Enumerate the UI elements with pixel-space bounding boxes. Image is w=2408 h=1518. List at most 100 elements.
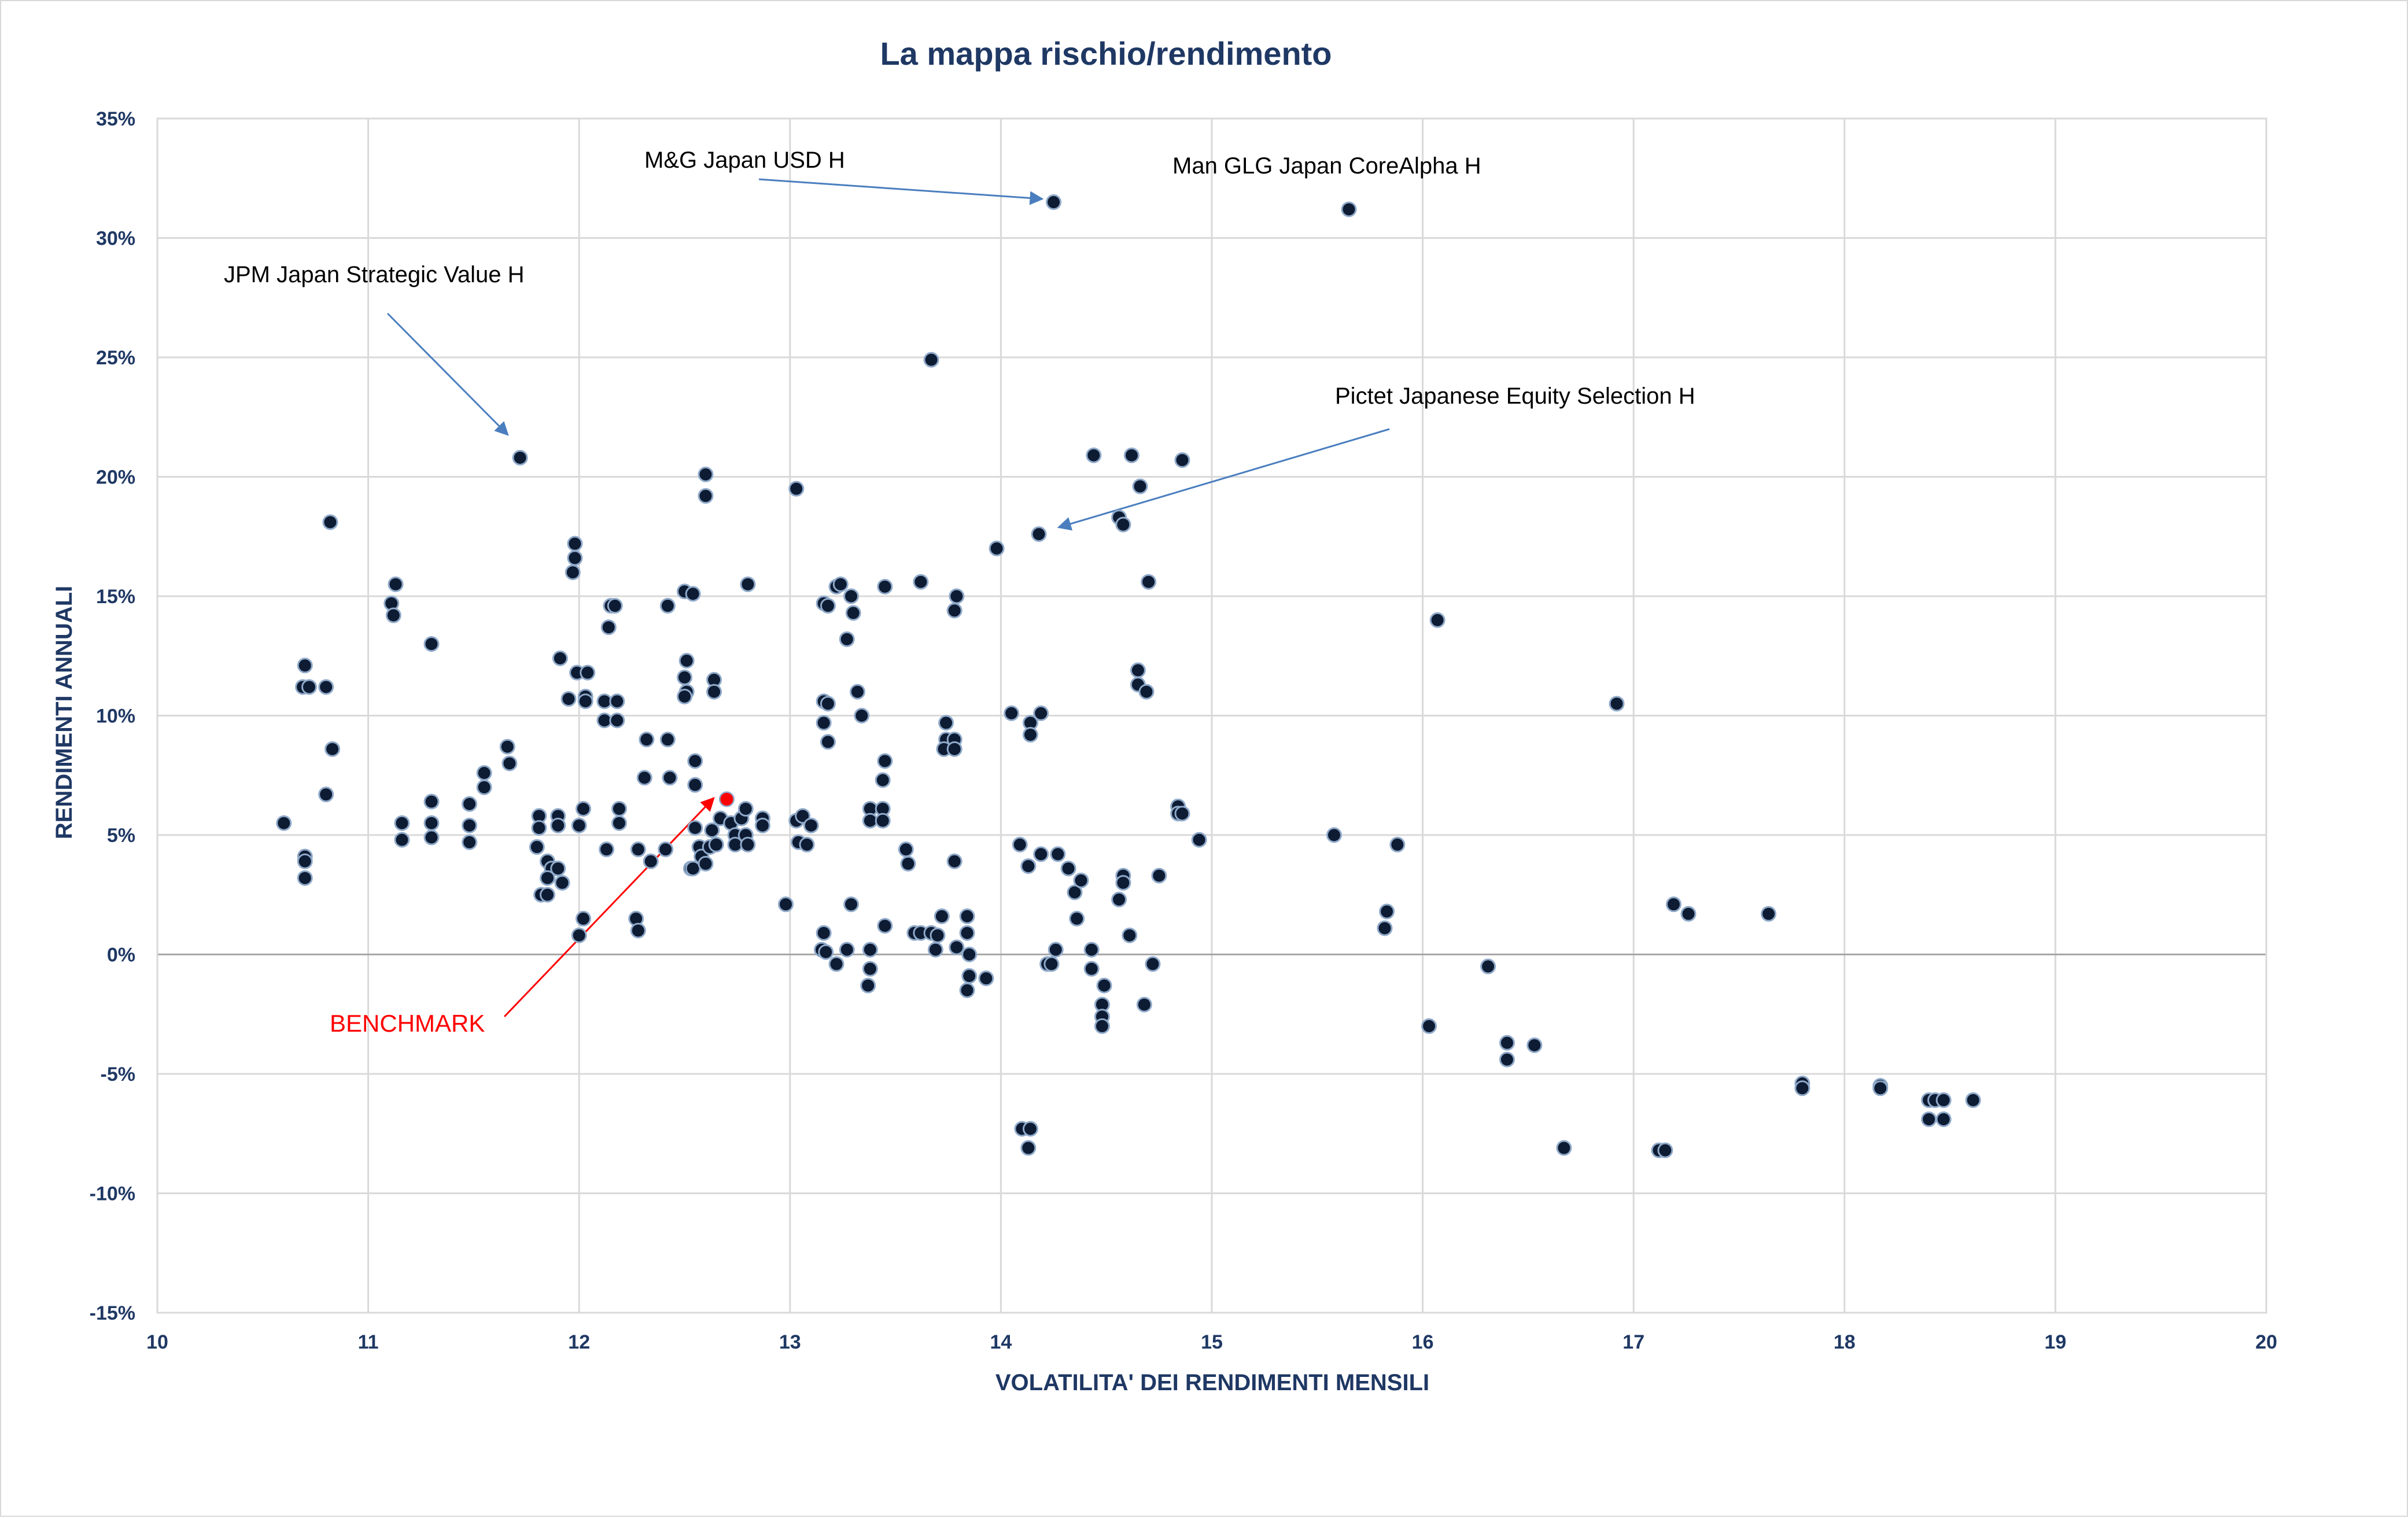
data-point <box>1921 1111 1937 1127</box>
y-tick-label: 0% <box>107 944 135 966</box>
data-point <box>499 738 515 755</box>
x-tick-label: 12 <box>568 1331 590 1353</box>
data-point <box>900 856 916 872</box>
data-point <box>1020 1140 1037 1156</box>
data-point <box>550 860 566 877</box>
data-points <box>276 194 1981 1158</box>
data-point <box>1046 194 1062 210</box>
data-point <box>989 540 1005 556</box>
y-tick-label: 5% <box>107 825 135 847</box>
data-point <box>788 481 805 497</box>
data-point <box>1115 516 1131 533</box>
data-point <box>1151 867 1167 884</box>
data-point <box>567 550 583 566</box>
data-point <box>276 815 292 831</box>
data-point <box>1761 906 1777 922</box>
data-point <box>1174 452 1190 468</box>
annotation-bench: BENCHMARK <box>330 1010 485 1037</box>
data-point <box>394 815 410 831</box>
data-point <box>740 837 756 853</box>
data-point <box>1609 696 1625 712</box>
data-point <box>1499 1051 1515 1068</box>
annotation-arrows <box>386 178 1390 1018</box>
data-point <box>1123 447 1140 463</box>
data-point <box>1965 1092 1981 1108</box>
data-point <box>1191 832 1207 848</box>
data-point <box>567 535 583 552</box>
data-point <box>1033 846 1049 862</box>
x-tick-label: 11 <box>358 1331 379 1353</box>
plot-frame <box>156 117 2267 1314</box>
y-tick-label: 30% <box>96 228 135 250</box>
data-point <box>540 870 556 886</box>
y-axis-title: RENDIMENTI ANNUALI <box>51 586 77 840</box>
data-point <box>930 927 946 943</box>
data-point <box>388 576 404 592</box>
data-point <box>1130 662 1146 678</box>
data-point <box>898 841 914 858</box>
data-point <box>643 853 659 869</box>
data-point <box>704 822 720 839</box>
data-point <box>552 650 568 666</box>
data-point <box>1680 906 1697 922</box>
annotation-mg: M&G Japan USD H <box>644 147 845 173</box>
data-point <box>778 896 794 913</box>
data-point <box>1022 727 1038 743</box>
data-point <box>1050 846 1066 862</box>
data-point <box>875 772 891 788</box>
data-point <box>698 856 714 872</box>
data-point <box>1665 896 1681 913</box>
data-point <box>820 598 836 614</box>
data-point <box>297 870 313 886</box>
data-point <box>1132 478 1148 494</box>
data-point <box>862 941 878 958</box>
data-point <box>611 815 627 831</box>
data-point <box>862 961 878 977</box>
data-point <box>799 837 815 853</box>
data-point <box>803 817 819 833</box>
data-point <box>1060 860 1076 877</box>
data-point <box>462 834 478 850</box>
data-point <box>1020 858 1037 874</box>
data-point <box>708 837 724 853</box>
data-point <box>687 777 703 793</box>
data-point <box>677 688 692 704</box>
data-point <box>698 488 714 504</box>
data-point <box>1657 1142 1673 1158</box>
annotation-arrow-mg <box>758 178 1044 205</box>
data-point <box>961 968 978 984</box>
data-point <box>1480 958 1496 974</box>
data-point <box>1083 941 1100 958</box>
data-point <box>571 927 587 943</box>
data-point <box>1096 977 1112 993</box>
data-point <box>959 908 975 924</box>
x-tick-label: 19 <box>2044 1331 2066 1353</box>
annotation-jpm: JPM Japan Strategic Value H <box>224 262 525 287</box>
data-point <box>877 918 893 934</box>
data-point <box>820 734 836 750</box>
data-point <box>1122 927 1138 943</box>
data-point <box>636 770 652 786</box>
data-point <box>476 779 492 795</box>
data-point <box>423 829 440 845</box>
data-point <box>1935 1092 1952 1108</box>
data-point <box>550 817 566 833</box>
data-point <box>571 817 587 833</box>
data-point <box>580 664 596 681</box>
data-point <box>1421 1018 1437 1034</box>
data-point <box>1389 837 1406 853</box>
data-point <box>1004 705 1020 721</box>
data-point <box>659 732 676 748</box>
data-point <box>839 631 855 647</box>
data-point <box>949 939 965 955</box>
data-point <box>923 352 939 368</box>
data-point <box>938 715 954 731</box>
data-point <box>839 941 855 958</box>
data-point <box>828 956 845 972</box>
data-point <box>1526 1037 1543 1053</box>
x-tick-label: 14 <box>990 1331 1012 1353</box>
data-point <box>423 793 440 810</box>
y-tick-label: 15% <box>96 586 135 608</box>
data-point <box>816 925 832 941</box>
data-point <box>423 815 440 831</box>
